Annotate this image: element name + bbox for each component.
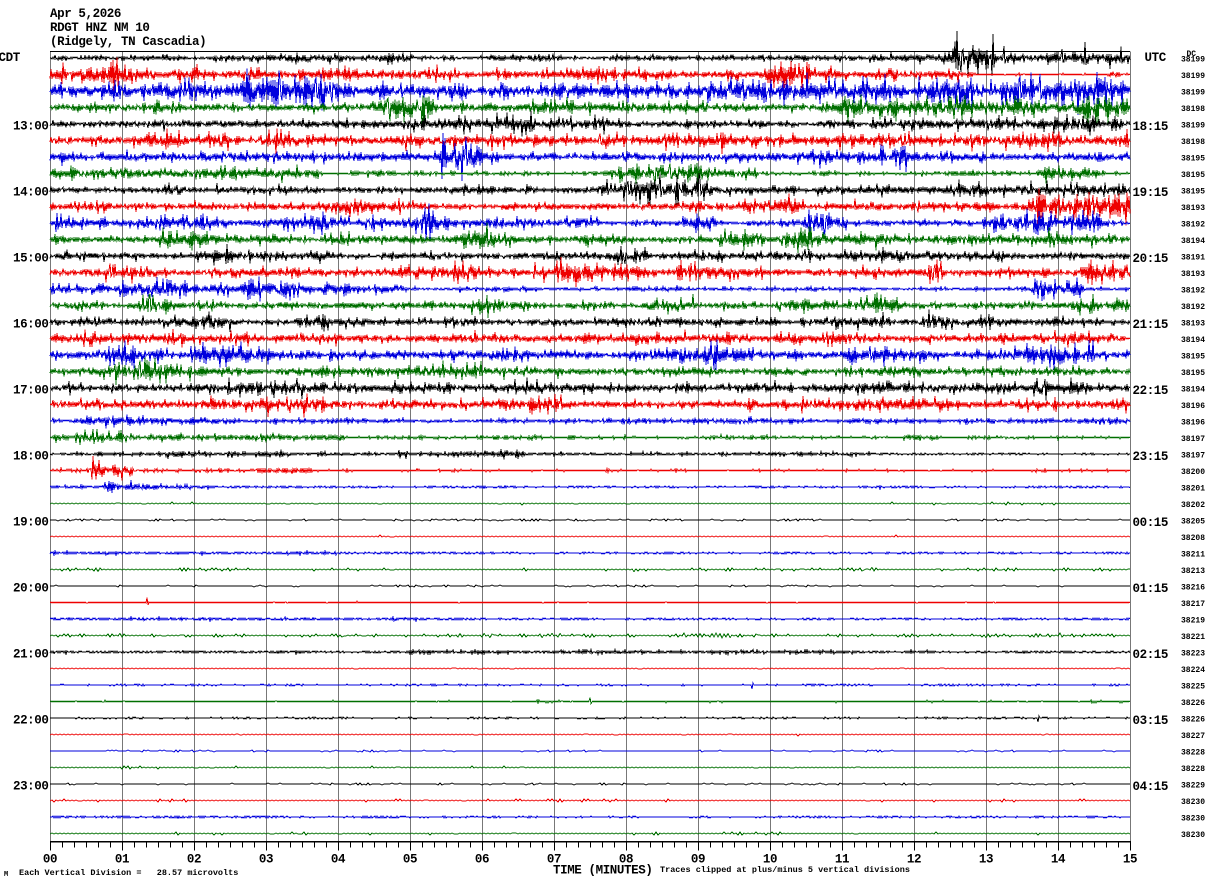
svg-text:01:15: 01:15 <box>1133 582 1169 596</box>
svg-text:38224: 38224 <box>1181 666 1205 675</box>
svg-text:38200: 38200 <box>1181 468 1205 477</box>
svg-text:38223: 38223 <box>1181 649 1205 658</box>
svg-text:38221: 38221 <box>1181 633 1205 642</box>
svg-text:38202: 38202 <box>1181 501 1205 510</box>
svg-text:38229: 38229 <box>1181 781 1205 790</box>
svg-text:38199: 38199 <box>1181 88 1205 97</box>
svg-text:13: 13 <box>979 853 993 867</box>
svg-text:M: M <box>4 871 8 879</box>
svg-text:22:00: 22:00 <box>13 714 49 728</box>
svg-text:02:15: 02:15 <box>1133 648 1169 662</box>
svg-text:Traces clipped at plus/minus 5: Traces clipped at plus/minus 5 vertical … <box>660 865 910 875</box>
svg-text:38213: 38213 <box>1181 567 1205 576</box>
svg-text:38225: 38225 <box>1181 682 1205 691</box>
svg-text:38230: 38230 <box>1181 831 1205 840</box>
svg-text:38196: 38196 <box>1181 402 1205 411</box>
svg-text:38230: 38230 <box>1181 814 1205 823</box>
svg-text:09: 09 <box>691 853 705 867</box>
svg-text:38201: 38201 <box>1181 484 1205 493</box>
svg-text:17:00: 17:00 <box>13 384 49 398</box>
svg-text:38195: 38195 <box>1181 187 1205 196</box>
svg-text:38194: 38194 <box>1181 237 1205 246</box>
svg-text:13:00: 13:00 <box>13 120 49 134</box>
svg-text:38228: 38228 <box>1181 748 1205 757</box>
svg-text:38199: 38199 <box>1181 121 1205 130</box>
svg-text:15: 15 <box>1123 853 1137 867</box>
svg-text:(Ridgely, TN Cascadia): (Ridgely, TN Cascadia) <box>50 35 206 49</box>
svg-text:23:00: 23:00 <box>13 780 49 794</box>
svg-text:18:00: 18:00 <box>13 450 49 464</box>
svg-text:38208: 38208 <box>1181 534 1205 543</box>
svg-text:38196: 38196 <box>1181 418 1205 427</box>
svg-text:Each Vertical Division = 28.: Each Vertical Division = 28.57 microvolt… <box>19 868 238 878</box>
svg-text:20:15: 20:15 <box>1133 252 1169 266</box>
svg-text:Apr 5,2026: Apr 5,2026 <box>50 7 121 21</box>
svg-text:38199: 38199 <box>1181 72 1205 81</box>
svg-text:21:15: 21:15 <box>1133 318 1169 332</box>
svg-text:38193: 38193 <box>1181 204 1205 213</box>
svg-text:UTC: UTC <box>1145 51 1167 65</box>
svg-text:22:15: 22:15 <box>1133 384 1169 398</box>
svg-text:11: 11 <box>835 853 849 867</box>
svg-text:38216: 38216 <box>1181 583 1205 592</box>
svg-text:08: 08 <box>619 853 633 867</box>
svg-text:16:00: 16:00 <box>13 318 49 332</box>
svg-text:14:00: 14:00 <box>13 186 49 200</box>
svg-text:07: 07 <box>547 853 561 867</box>
svg-text:00: 00 <box>43 853 57 867</box>
svg-text:38226: 38226 <box>1181 715 1205 724</box>
svg-text:38197: 38197 <box>1181 435 1205 444</box>
svg-text:19:00: 19:00 <box>13 516 49 530</box>
svg-text:12: 12 <box>907 853 921 867</box>
svg-text:CDT: CDT <box>0 51 21 65</box>
svg-text:38205: 38205 <box>1181 517 1205 526</box>
svg-text:04:15: 04:15 <box>1133 780 1169 794</box>
svg-text:01: 01 <box>115 853 129 867</box>
svg-text:18:15: 18:15 <box>1133 120 1169 134</box>
svg-text:00:15: 00:15 <box>1133 516 1169 530</box>
svg-text:38193: 38193 <box>1181 270 1205 279</box>
svg-text:38227: 38227 <box>1181 732 1205 741</box>
svg-text:02: 02 <box>187 853 201 867</box>
svg-text:38197: 38197 <box>1181 451 1205 460</box>
svg-text:14: 14 <box>1051 853 1066 867</box>
svg-text:38194: 38194 <box>1181 336 1205 345</box>
svg-text:38195: 38195 <box>1181 352 1205 361</box>
svg-text:38228: 38228 <box>1181 765 1205 774</box>
svg-text:38192: 38192 <box>1181 286 1205 295</box>
svg-text:38230: 38230 <box>1181 798 1205 807</box>
svg-text:38194: 38194 <box>1181 385 1205 394</box>
svg-text:23:15: 23:15 <box>1133 450 1169 464</box>
svg-text:10: 10 <box>763 853 777 867</box>
svg-text:38195: 38195 <box>1181 154 1205 163</box>
svg-text:RDGT HNZ NM 10: RDGT HNZ NM 10 <box>50 21 149 35</box>
svg-text:03: 03 <box>259 853 273 867</box>
svg-text:38193: 38193 <box>1181 319 1205 328</box>
svg-text:38199: 38199 <box>1181 55 1205 64</box>
svg-text:38198: 38198 <box>1181 105 1205 114</box>
svg-text:15:00: 15:00 <box>13 252 49 266</box>
svg-text:38226: 38226 <box>1181 699 1205 708</box>
svg-text:38192: 38192 <box>1181 303 1205 312</box>
svg-text:38211: 38211 <box>1181 550 1205 559</box>
svg-text:38198: 38198 <box>1181 138 1205 147</box>
svg-text:DC: DC <box>1187 50 1197 59</box>
svg-text:38195: 38195 <box>1181 369 1205 378</box>
svg-text:06: 06 <box>475 853 489 867</box>
svg-text:TIME (MINUTES): TIME (MINUTES) <box>553 864 652 878</box>
svg-text:20:00: 20:00 <box>13 582 49 596</box>
svg-text:38195: 38195 <box>1181 171 1205 180</box>
svg-text:05: 05 <box>403 853 417 867</box>
svg-text:38217: 38217 <box>1181 600 1205 609</box>
svg-text:04: 04 <box>331 853 346 867</box>
svg-text:03:15: 03:15 <box>1133 714 1169 728</box>
svg-text:38219: 38219 <box>1181 616 1205 625</box>
svg-text:19:15: 19:15 <box>1133 186 1169 200</box>
svg-text:38191: 38191 <box>1181 253 1205 262</box>
svg-text:38192: 38192 <box>1181 220 1205 229</box>
svg-text:21:00: 21:00 <box>13 648 49 662</box>
